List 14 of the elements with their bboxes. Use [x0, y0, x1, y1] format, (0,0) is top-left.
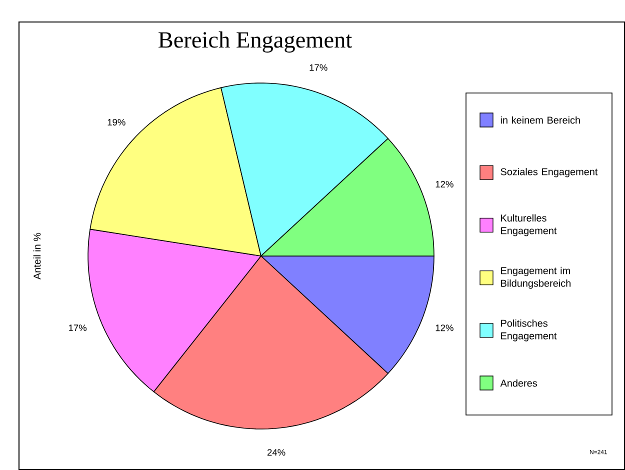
data-label: 17% [310, 64, 328, 71]
data-label: 12% [436, 180, 454, 188]
legend-label: Soziales Engagement [500, 168, 598, 178]
legend-label: Politisches Engagement [501, 319, 557, 342]
legend-label: Kulturelles Engagement [501, 214, 557, 236]
data-label: 19% [108, 118, 126, 126]
data-label: 24% [267, 449, 286, 456]
legend-label: Anderes [500, 379, 538, 387]
data-label: 17% [68, 324, 87, 332]
legend-label: Engagement im Bildungsbereich [501, 266, 570, 289]
data-label: 12% [436, 324, 454, 332]
legend-label: in keinem Bereich [500, 116, 580, 124]
text: Anteil in % [33, 232, 41, 280]
chart-title: Bereich Engagement [158, 31, 352, 53]
